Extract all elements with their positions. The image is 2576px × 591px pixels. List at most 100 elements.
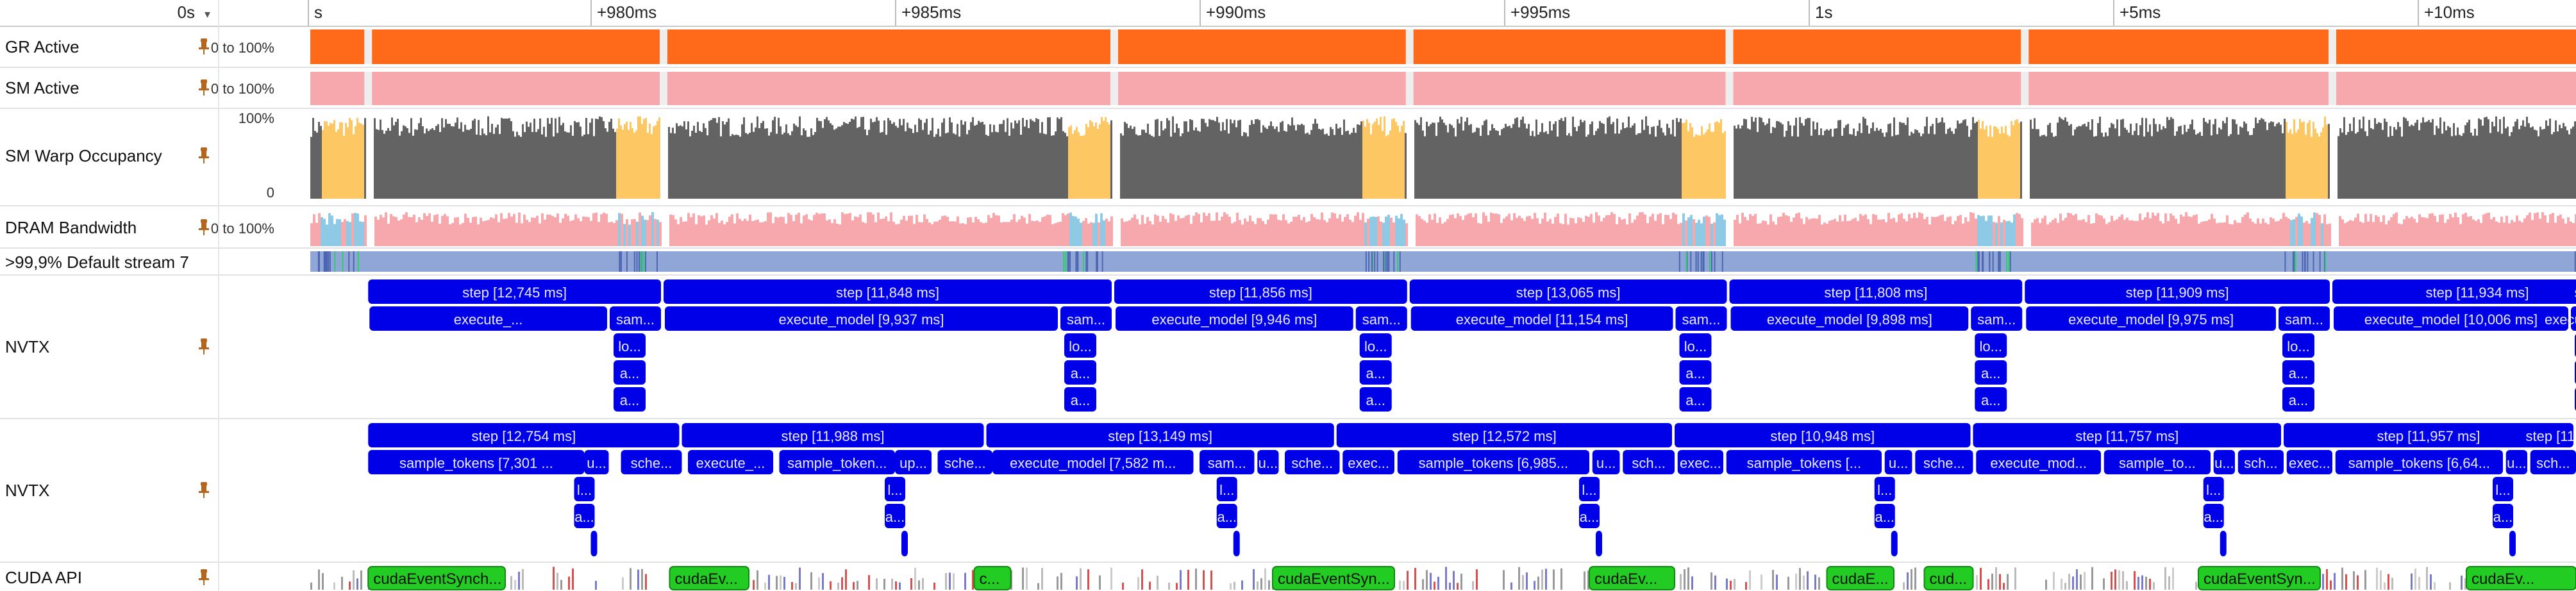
dram-bar	[1418, 216, 1421, 246]
nvtx2-step-label: step [11,988 ms]	[781, 428, 884, 444]
stream-tick	[329, 251, 331, 272]
warp-bar	[1453, 128, 1455, 199]
dram-bar	[2344, 223, 2346, 246]
warp-bar	[1432, 122, 1434, 199]
warp-bar	[872, 122, 874, 199]
nvtx1-sam-label: sam...	[1067, 312, 1105, 328]
cuda-call-box	[367, 566, 506, 590]
warp-bar	[1487, 135, 1489, 199]
dram-bar	[682, 221, 685, 246]
dram-bar	[1095, 213, 1098, 246]
time-origin[interactable]: 0s ▾	[0, 0, 218, 26]
cuda-tick	[795, 583, 797, 590]
tick-label: +5ms	[2120, 3, 2161, 22]
pin-icon[interactable]	[199, 482, 209, 499]
dram-bar	[2472, 219, 2475, 246]
row-label: SM Active	[5, 78, 79, 97]
warp-bar	[2239, 126, 2241, 199]
warp-bar	[778, 117, 780, 199]
warp-bar	[2316, 133, 2318, 199]
cuda-tick	[1060, 572, 1062, 590]
dram-bar	[1926, 217, 1928, 246]
dram-bar	[613, 222, 615, 246]
warp-bar	[2539, 126, 2541, 199]
dram-bar	[449, 224, 451, 246]
warp-bar	[466, 129, 468, 199]
time-ruler[interactable]: 0s ▾ s +980ms +985ms +990ms +995ms 1s +5ms +10m…	[0, 0, 2576, 27]
warp-bar	[2007, 135, 2009, 199]
warp-bar	[358, 122, 360, 199]
dram-bar	[1169, 213, 1172, 246]
dram-bar	[954, 221, 957, 246]
row-sm-active[interactable]: SM Active 0 to 100%	[0, 68, 2576, 109]
warp-bar	[1391, 119, 1393, 199]
warp-bar	[2166, 117, 2168, 199]
dram-bar	[2434, 215, 2436, 246]
row-default-stream[interactable]: >99,9% Default stream 7	[0, 249, 2576, 276]
warp-bar	[1597, 128, 1599, 199]
nvtx1-step-box	[1409, 279, 1727, 304]
pin-icon[interactable]	[199, 219, 209, 236]
pin-icon[interactable]	[199, 38, 209, 55]
warp-bar	[2426, 121, 2428, 199]
pin-icon[interactable]	[199, 569, 209, 586]
warp-bar	[1324, 134, 1326, 199]
dram-bar	[1669, 219, 1672, 246]
row-gr-active[interactable]: GR Active 0 to 100%	[0, 27, 2576, 68]
dram-bar	[1436, 222, 1439, 246]
cuda-tick	[2076, 569, 2078, 590]
pin-icon[interactable]	[199, 338, 209, 355]
nvtx2-sub-box	[779, 450, 895, 474]
warp-bar	[1897, 135, 1899, 199]
warp-bar	[1007, 118, 1008, 199]
nvtx2-step-box	[2284, 423, 2573, 447]
dram-bar	[1828, 221, 1831, 246]
dram-bar	[831, 223, 833, 246]
dram-bar	[2080, 220, 2082, 246]
warp-bar	[1484, 121, 1485, 199]
warp-bar	[2449, 127, 2451, 199]
row-nvtx-2[interactable]: NVTX	[0, 419, 2576, 563]
dram-bar	[1913, 212, 1916, 246]
warp-bar	[1505, 124, 1507, 199]
warp-bar	[2411, 124, 2413, 199]
warp-bar	[695, 132, 697, 199]
warp-bar	[2251, 135, 2253, 199]
dram-bar	[1769, 214, 1772, 246]
warp-bar	[391, 117, 393, 199]
dram-bar	[2095, 213, 2098, 246]
cuda-tick	[2168, 576, 2170, 590]
row-sm-warp-occupancy[interactable]: SM Warp Occupancy 100% 0	[0, 109, 2576, 206]
warp-bar	[2514, 121, 2516, 199]
dram-bar	[1064, 215, 1067, 246]
ruler-tick: +995ms	[1504, 0, 1570, 26]
warp-bar	[1884, 137, 1886, 199]
warp-bar	[1349, 134, 1351, 199]
dram-bar	[2441, 214, 2444, 246]
dram-bar	[544, 219, 546, 246]
dram-bar	[1708, 217, 1710, 246]
dram-bar	[2185, 212, 2187, 246]
warp-bar	[545, 137, 547, 199]
pin-icon[interactable]	[199, 147, 209, 164]
row-nvtx-1[interactable]: NVTX	[0, 276, 2576, 419]
dram-bar	[2193, 215, 2195, 246]
nvtx2-sub-box	[1623, 450, 1675, 474]
nvtx2-sub-box	[2213, 450, 2235, 474]
warp-bar	[2149, 124, 2151, 199]
nvtx2-a-label: a...	[2493, 509, 2513, 525]
cuda-tick	[2053, 572, 2055, 590]
dram-bar	[2041, 218, 2044, 246]
pin-icon[interactable]	[199, 79, 209, 96]
warp-bar	[1755, 117, 1757, 199]
warp-bar	[1666, 124, 1668, 199]
row-cuda-api[interactable]: CUDA API	[0, 563, 2576, 591]
chevron-down-icon[interactable]: ▾	[204, 8, 210, 21]
cuda-tick	[1534, 581, 1535, 590]
nvtx2-sub-box	[1592, 450, 1620, 474]
row-dram-bandwidth[interactable]: DRAM Bandwidth 0 to 100%	[0, 206, 2576, 249]
warp-bar	[1545, 131, 1547, 199]
nvtx1-a-label: a...	[1366, 392, 1385, 408]
warp-bar	[576, 122, 578, 199]
